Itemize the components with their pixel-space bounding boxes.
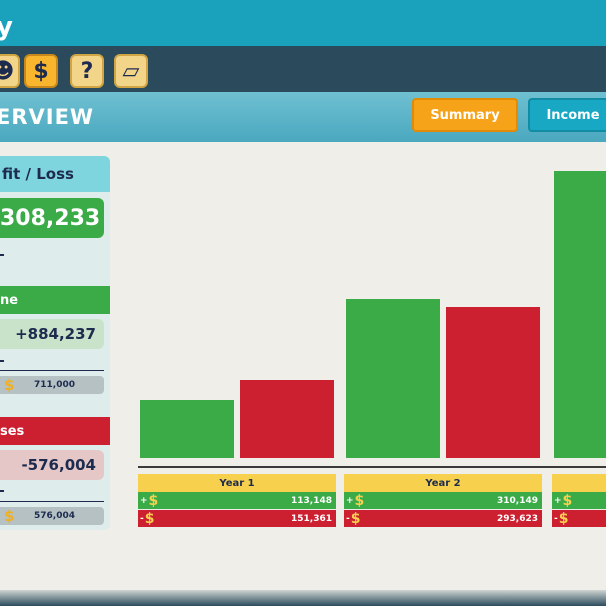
- money-icon[interactable]: $: [24, 54, 58, 88]
- plus-sign: + $: [554, 492, 573, 509]
- dash-mark: [0, 490, 4, 492]
- help-icon[interactable]: ?: [70, 54, 104, 88]
- divider: [0, 370, 104, 371]
- income-sub-row: $ 711,000: [0, 376, 104, 394]
- profit-loss-value: 308,233: [0, 198, 104, 238]
- dash-mark: [0, 254, 4, 256]
- divider: [0, 501, 104, 502]
- expenses-sub-row: $ 576,004: [0, 507, 104, 525]
- chart-baseline: [138, 466, 606, 468]
- folder-icon[interactable]: ▱: [114, 54, 148, 88]
- year-expense-value: 293,623: [497, 513, 538, 524]
- plus-sign: + $: [346, 492, 365, 509]
- bar-income-3: [554, 170, 606, 458]
- coin-icon: $: [354, 492, 365, 509]
- tab-income[interactable]: Income: [528, 98, 606, 132]
- year-label-3: [552, 474, 606, 492]
- expenses-heading: ses: [0, 417, 110, 445]
- profit-loss-heading: fit / Loss: [0, 156, 110, 192]
- bar-income-2: [346, 298, 440, 458]
- year-income-row-3: + $: [552, 492, 606, 509]
- minus-sign: - $: [346, 510, 361, 527]
- expenses-value: -576,004: [0, 450, 104, 480]
- coin-icon: $: [148, 492, 159, 509]
- income-heading: ne: [0, 286, 110, 314]
- page-title: ERVIEW: [0, 105, 95, 129]
- dash-mark: [0, 360, 4, 362]
- year-income-row-2: + $ 310,149: [344, 492, 542, 509]
- coin-icon: $: [558, 510, 569, 527]
- bar-income-1: [140, 399, 234, 458]
- coin-icon: $: [4, 376, 15, 394]
- year-income-value: 310,149: [497, 495, 538, 506]
- people-icon[interactable]: ☻: [0, 54, 20, 88]
- year-label-2: Year 2: [344, 474, 542, 492]
- year-expense-row-2: - $ 293,623: [344, 510, 542, 527]
- coin-icon: $: [144, 510, 155, 527]
- coin-icon: $: [350, 510, 361, 527]
- minus-sign: - $: [554, 510, 569, 527]
- coin-icon: $: [562, 492, 573, 509]
- bar-expense-1: [240, 380, 334, 458]
- plus-sign: + $: [140, 492, 159, 509]
- tab-summary[interactable]: Summary: [412, 98, 518, 132]
- year-income-row-1: + $ 113,148: [138, 492, 336, 509]
- year-expense-row-3: - $: [552, 510, 606, 527]
- minus-sign: - $: [140, 510, 155, 527]
- year-expense-value: 151,361: [291, 513, 332, 524]
- income-value: +884,237: [0, 319, 104, 349]
- bottom-edge: [0, 590, 606, 606]
- year-income-value: 113,148: [291, 495, 332, 506]
- year-label-1: Year 1: [138, 474, 336, 492]
- income-sub-value: 711,000: [34, 380, 75, 390]
- bar-expense-2: [446, 307, 540, 458]
- year-expense-row-1: - $ 151,361: [138, 510, 336, 527]
- top-bar: y: [0, 0, 606, 50]
- window-title: y: [0, 12, 13, 42]
- coin-icon: $: [4, 507, 15, 525]
- expenses-sub-value: 576,004: [34, 511, 75, 521]
